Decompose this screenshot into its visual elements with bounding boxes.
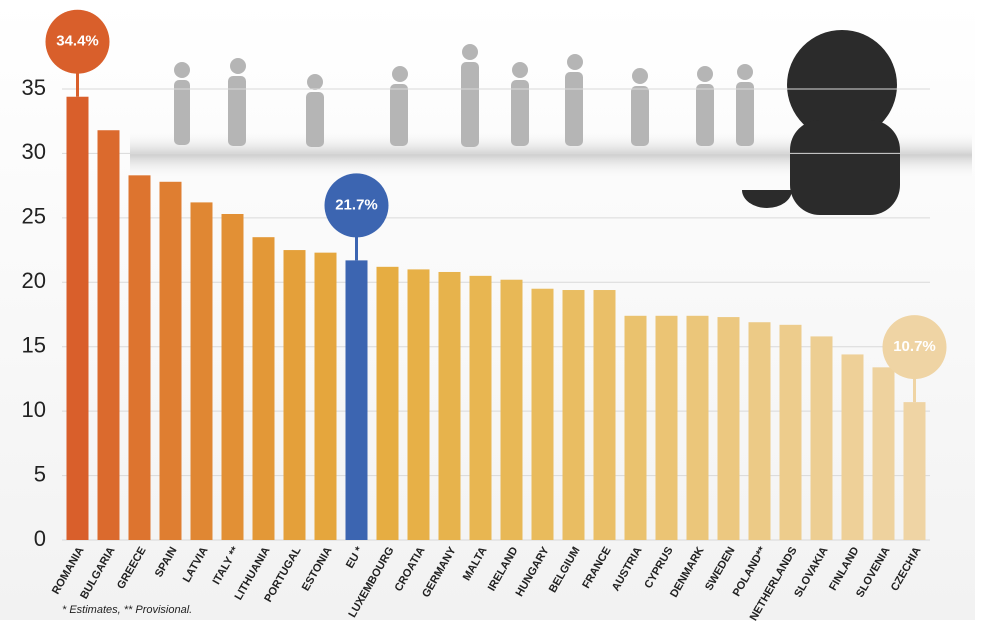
y-tick-label: 15: [22, 333, 46, 358]
y-tick-label: 35: [22, 75, 46, 100]
y-tick-label: 20: [22, 268, 46, 293]
bar: [686, 315, 709, 540]
bar: [624, 315, 647, 540]
y-tick-label: 30: [22, 139, 46, 164]
bar: [97, 130, 120, 540]
footnote: * Estimates, ** Provisional.: [62, 604, 192, 616]
bar: [748, 322, 771, 540]
y-tick-label: 0: [34, 526, 46, 551]
bar: [252, 237, 275, 540]
bar: [531, 288, 554, 540]
bar: [438, 271, 461, 540]
bar: [500, 279, 523, 540]
bar: [872, 367, 895, 540]
bar: [810, 336, 833, 540]
bar: [376, 266, 399, 540]
bar: [345, 260, 368, 540]
bar: [779, 324, 802, 540]
bar: [469, 275, 492, 540]
y-tick-label: 5: [34, 461, 46, 486]
bar: [903, 402, 926, 540]
y-tick-label: 25: [22, 204, 46, 229]
bar: [314, 252, 337, 541]
bar: [593, 290, 616, 540]
bar: [159, 181, 182, 540]
bar: [655, 315, 678, 540]
bar: [407, 269, 430, 540]
sad-figure: [742, 30, 900, 215]
bar: [562, 290, 585, 540]
callout-circle: [45, 9, 110, 74]
callout-circle: [324, 173, 389, 238]
bar: [66, 96, 89, 540]
bar: [221, 213, 244, 540]
bar: [717, 317, 740, 540]
bar: [190, 202, 213, 540]
value-label: 34.4%: [56, 33, 99, 50]
y-tick-label: 10: [22, 397, 46, 422]
value-label: 21.7%: [335, 196, 378, 213]
bar: [128, 175, 151, 540]
silhouettes: [174, 44, 754, 147]
bar: [283, 250, 306, 541]
value-label: 10.7%: [893, 338, 936, 355]
callout-circle: [882, 315, 947, 380]
bar: [841, 354, 864, 540]
